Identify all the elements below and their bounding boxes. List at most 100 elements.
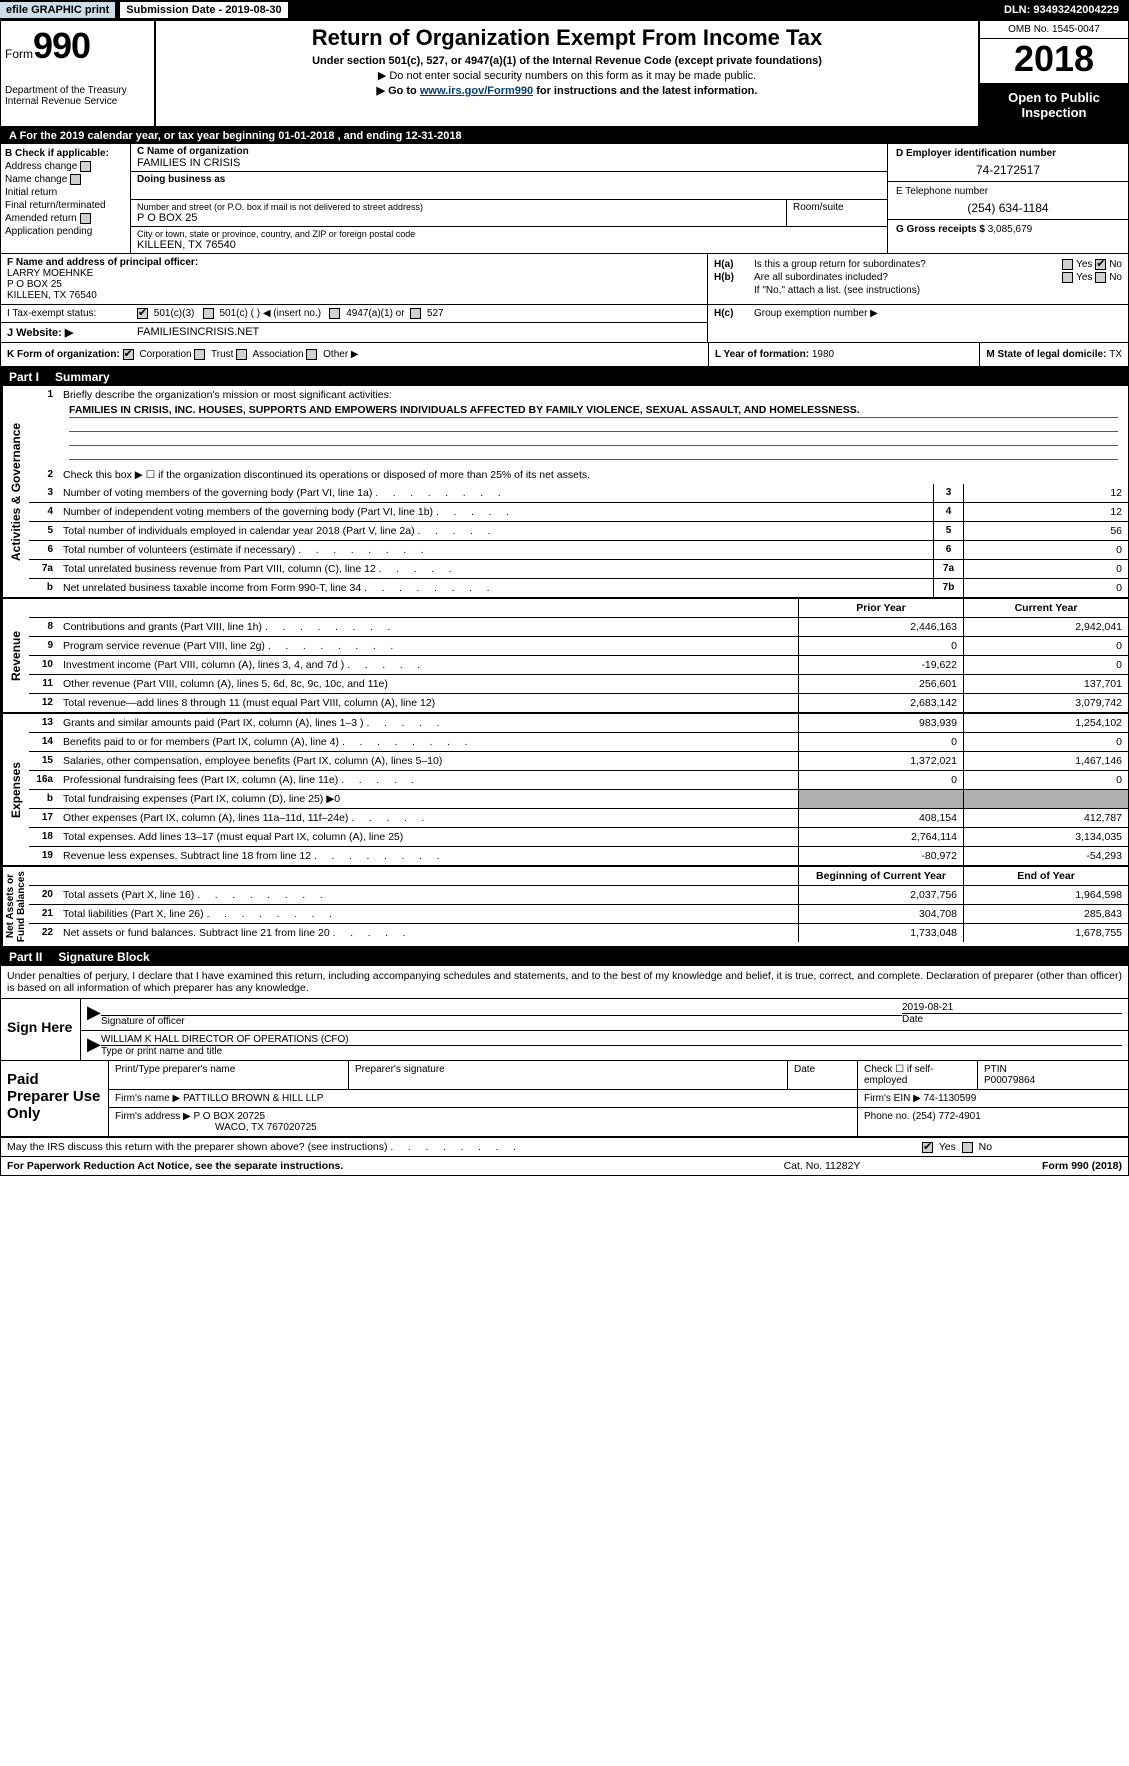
tax-year: 2018 <box>980 39 1128 84</box>
checkbox[interactable] <box>1062 259 1073 270</box>
l5-val: 56 <box>963 522 1128 540</box>
checkbox-501c3[interactable] <box>137 308 148 319</box>
irs-link[interactable]: www.irs.gov/Form990 <box>420 85 533 97</box>
l5: Total number of individuals employed in … <box>59 522 933 540</box>
prep-date-label: Date <box>788 1061 858 1089</box>
subtitle-1: Under section 501(c), 527, or 4947(a)(1)… <box>164 55 970 67</box>
checkbox[interactable] <box>236 349 247 360</box>
tel: (254) 634-1184 <box>896 201 1120 215</box>
l10-current: 0 <box>963 656 1128 674</box>
opt-assoc: Association <box>252 349 303 360</box>
activities-governance: Activities & Governance 1 Briefly descri… <box>1 386 1128 599</box>
eoy-header: End of Year <box>963 867 1128 885</box>
prep-check-label: Check ☐ if self-employed <box>858 1061 978 1089</box>
l22: Net assets or fund balances. Subtract li… <box>59 924 798 942</box>
sign-here-label: Sign Here <box>1 999 81 1060</box>
room-label: Room/suite <box>787 200 887 226</box>
submission-date: Submission Date - 2019-08-30 <box>119 1 288 19</box>
ein: 74-2172517 <box>896 163 1120 177</box>
l6: Total number of volunteers (estimate if … <box>59 541 933 559</box>
vtab-expenses: Expenses <box>1 714 29 865</box>
yes-label: Yes <box>1076 259 1092 270</box>
checkbox[interactable] <box>410 308 421 319</box>
sig-date-label: Date <box>902 1014 1122 1025</box>
opt-other: Other ▶ <box>323 349 358 360</box>
checkbox-no[interactable] <box>962 1142 973 1153</box>
principal-officer-addr1: P O BOX 25 <box>7 279 701 290</box>
l22-prior: 1,733,048 <box>798 924 963 942</box>
part2-header: Part II Signature Block <box>1 948 1128 966</box>
l14-prior: 0 <box>798 733 963 751</box>
opt-name-change: Name change <box>5 174 126 185</box>
part2-num: Part II <box>1 948 50 966</box>
l4: Number of independent voting members of … <box>59 503 933 521</box>
subtitle-3: ▶ Go to www.irs.gov/Form990 for instruct… <box>164 84 970 97</box>
l9: Program service revenue (Part VIII, line… <box>59 637 798 655</box>
checkbox-checked[interactable] <box>1095 259 1106 270</box>
checkbox[interactable] <box>70 174 81 185</box>
checkbox[interactable] <box>329 308 340 319</box>
gross-label: G Gross receipts $ <box>896 224 988 235</box>
row-a-mid: , and ending <box>334 130 405 142</box>
dba-label: Doing business as <box>137 174 881 185</box>
signature-arrow-icon: ▶ <box>87 1002 101 1027</box>
city-label: City or town, state or province, country… <box>137 229 881 239</box>
checkbox[interactable] <box>306 349 317 360</box>
l16b-pre: Total fundraising expenses (Part IX, col… <box>63 793 334 805</box>
phone: (254) 772-4901 <box>912 1111 980 1122</box>
l11: Other revenue (Part VIII, column (A), li… <box>59 675 798 693</box>
checkbox[interactable] <box>1062 272 1073 283</box>
col-d: D Employer identification number 74-2172… <box>888 144 1128 253</box>
row-i-j: I Tax-exempt status: 501(c)(3) 501(c) ( … <box>1 305 1128 343</box>
firm-addr-label: Firm's address ▶ <box>115 1111 191 1122</box>
opt-label: Amended return <box>5 213 77 224</box>
l18: Total expenses. Add lines 13–17 (must eq… <box>59 828 798 846</box>
ha-yn: Yes No <box>1012 259 1122 270</box>
street: P O BOX 25 <box>137 212 780 224</box>
year-formation-label: L Year of formation: <box>715 349 812 360</box>
l15-prior: 1,372,021 <box>798 752 963 770</box>
l20-prior: 2,037,756 <box>798 886 963 904</box>
l17-prior: 408,154 <box>798 809 963 827</box>
no-label: No <box>1109 259 1122 270</box>
ptin-label: PTIN <box>984 1064 1122 1075</box>
col-h: H(a) Is this a group return for subordin… <box>708 254 1128 304</box>
l9-prior: 0 <box>798 637 963 655</box>
l8-current: 2,942,041 <box>963 618 1128 636</box>
l12-current: 3,079,742 <box>963 694 1128 712</box>
hc: H(c) Group exemption number ▶ <box>708 305 1128 342</box>
sig-intro: Under penalties of perjury, I declare th… <box>1 966 1128 999</box>
paid-preparer-label: Paid Preparer Use Only <box>1 1061 109 1136</box>
form-990-footer: Form 990 (2018) <box>922 1160 1122 1172</box>
principal-officer-label: F Name and address of principal officer: <box>7 257 701 268</box>
checkbox[interactable] <box>1095 272 1106 283</box>
website: FAMILIESINCRISIS.NET <box>137 326 259 339</box>
org-name-label: C Name of organization <box>137 146 881 157</box>
omb-number: OMB No. 1545-0047 <box>980 21 1128 39</box>
open-to-public: Open to Public Inspection <box>980 84 1128 126</box>
boy-header: Beginning of Current Year <box>798 867 963 885</box>
hb-note: If "No," attach a list. (see instruction… <box>754 285 1122 296</box>
row-k: K Form of organization: Corporation Trus… <box>1 343 1128 368</box>
discuss-yn: Yes No <box>922 1141 1122 1153</box>
checkbox-yes[interactable] <box>922 1142 933 1153</box>
part1-num: Part I <box>1 368 47 386</box>
revenue-section: Revenue Prior YearCurrent Year 8Contribu… <box>1 599 1128 714</box>
firm-ein-label: Firm's EIN ▶ <box>864 1093 921 1104</box>
sig-name-title: WILLIAM K HALL DIRECTOR OF OPERATIONS (C… <box>101 1034 1122 1046</box>
checkbox-corp[interactable] <box>123 349 134 360</box>
mission-text: FAMILIES IN CRISIS, INC. HOUSES, SUPPORT… <box>69 404 1118 418</box>
opt-527: 527 <box>427 308 444 319</box>
sub3-pre: ▶ Go to <box>377 85 420 97</box>
checkbox[interactable] <box>80 161 91 172</box>
l10-prior: -19,622 <box>798 656 963 674</box>
col-b: B Check if applicable: Address change Na… <box>1 144 131 253</box>
l11-prior: 256,601 <box>798 675 963 693</box>
firm-ein: 74-1130599 <box>924 1093 977 1104</box>
checkbox[interactable] <box>203 308 214 319</box>
checkbox[interactable] <box>194 349 205 360</box>
year-formation: 1980 <box>812 349 834 360</box>
l16a-current: 0 <box>963 771 1128 789</box>
l19-current: -54,293 <box>963 847 1128 865</box>
checkbox[interactable] <box>80 213 91 224</box>
